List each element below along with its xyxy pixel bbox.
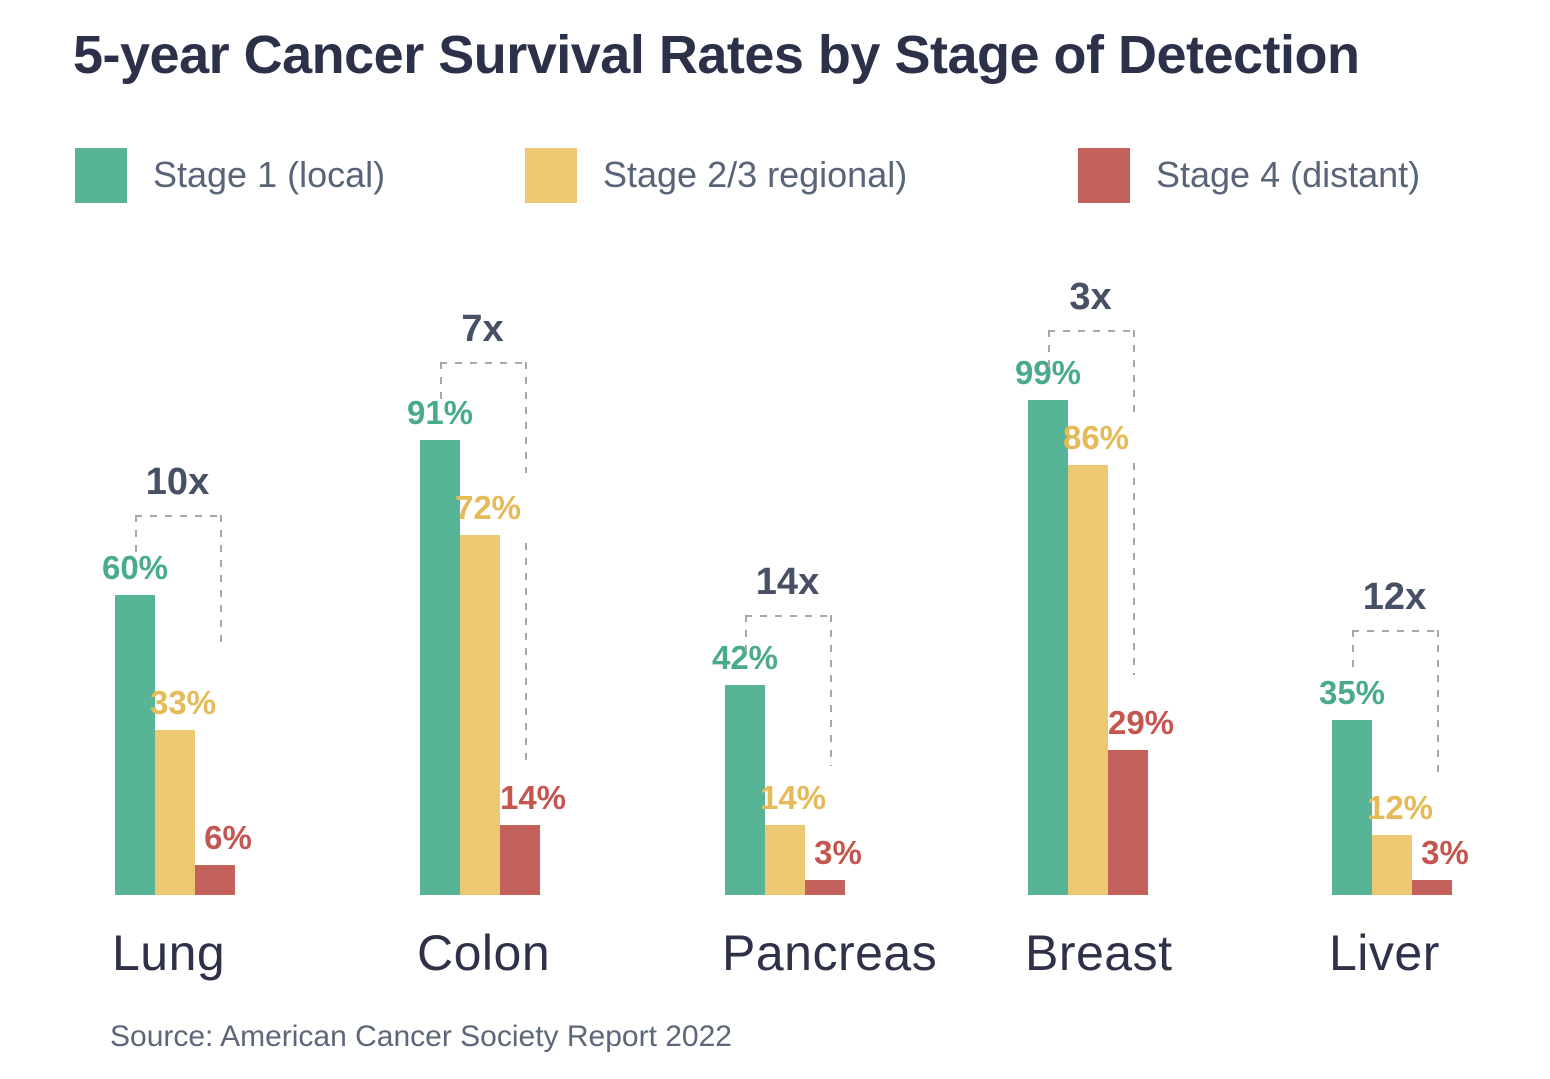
chart-title: 5-year Cancer Survival Rates by Stage of… — [73, 25, 1360, 85]
bracket-right-line — [1437, 630, 1439, 778]
bar-pancreas-series3 — [805, 880, 845, 895]
multiplier-label-breast: 3x — [1069, 276, 1112, 318]
bar-lung-series3 — [195, 865, 235, 895]
value-label-colon-series1: 91% — [406, 394, 474, 431]
legend-label: Stage 1 (local) — [153, 154, 386, 195]
value-label-liver-series1: 35% — [1318, 674, 1386, 711]
legend-swatch-3 — [1078, 147, 1130, 203]
value-label-lung-series3: 6% — [204, 819, 252, 856]
legend-swatch-2 — [525, 147, 577, 203]
bracket-right-line — [1133, 463, 1135, 675]
legend-item: Stage 2/3 regional) — [525, 147, 907, 203]
bar-liver-series2 — [1372, 835, 1412, 895]
legend-item: Stage 4 (distant) — [1078, 147, 1420, 203]
value-label-breast-series3: 29% — [1107, 704, 1175, 741]
value-label-colon-series2: 72% — [454, 489, 522, 526]
category-label-pancreas: Pancreas — [722, 925, 938, 981]
bracket-top-line — [1048, 330, 1135, 332]
bracket-top-line — [1352, 630, 1439, 632]
bracket-right-line — [220, 515, 222, 650]
bracket-top-line — [135, 515, 222, 517]
category-label-breast: Breast — [1025, 925, 1173, 981]
bracket-right-line — [525, 362, 527, 473]
category-label-liver: Liver — [1329, 925, 1440, 981]
value-label-colon-series3: 14% — [499, 779, 567, 816]
bar-pancreas-series2 — [765, 825, 805, 895]
legend-item: Stage 1 (local) — [75, 147, 385, 203]
multiplier-label-lung: 10x — [145, 461, 210, 503]
value-label-liver-series3: 3% — [1421, 834, 1469, 871]
bar-colon-series2 — [460, 535, 500, 895]
bracket-right-line — [525, 543, 527, 763]
multiplier-label-liver: 12x — [1362, 576, 1427, 618]
bar-liver-series1 — [1332, 720, 1372, 895]
bar-lung-series2 — [155, 730, 195, 895]
bar-colon-series1 — [420, 440, 460, 895]
bracket-top-line — [440, 362, 527, 364]
category-label-colon: Colon — [417, 925, 551, 981]
bracket-left-tick — [1352, 630, 1354, 668]
source-note: Source: American Cancer Society Report 2… — [110, 1020, 732, 1053]
multiplier-label-pancreas: 14x — [755, 561, 820, 603]
bracket-left-tick — [135, 515, 137, 553]
bracket-right-line — [830, 615, 832, 766]
bar-breast-series3 — [1108, 750, 1148, 895]
value-label-pancreas-series2: 14% — [759, 779, 827, 816]
bracket-left-tick — [1048, 330, 1050, 368]
bracket-top-line — [745, 615, 832, 617]
legend-label: Stage 2/3 regional) — [603, 154, 908, 195]
legend-swatch-1 — [75, 147, 127, 203]
bar-colon-series3 — [500, 825, 540, 895]
multiplier-label-colon: 7x — [461, 308, 504, 350]
value-label-liver-series2: 12% — [1366, 789, 1434, 826]
bar-lung-series1 — [115, 595, 155, 895]
bracket-right-line — [1133, 330, 1135, 416]
bar-liver-series3 — [1412, 880, 1452, 895]
legend-label: Stage 4 (distant) — [1156, 154, 1421, 195]
bracket-left-tick — [440, 362, 442, 400]
bar-breast-series1 — [1028, 400, 1068, 895]
value-label-breast-series2: 86% — [1062, 419, 1130, 456]
value-label-lung-series2: 33% — [149, 684, 217, 721]
value-label-pancreas-series3: 3% — [814, 834, 862, 871]
bar-pancreas-series1 — [725, 685, 765, 895]
value-label-lung-series1: 60% — [101, 549, 169, 586]
bracket-left-tick — [745, 615, 747, 653]
category-label-lung: Lung — [112, 925, 226, 981]
bar-breast-series2 — [1068, 465, 1108, 895]
